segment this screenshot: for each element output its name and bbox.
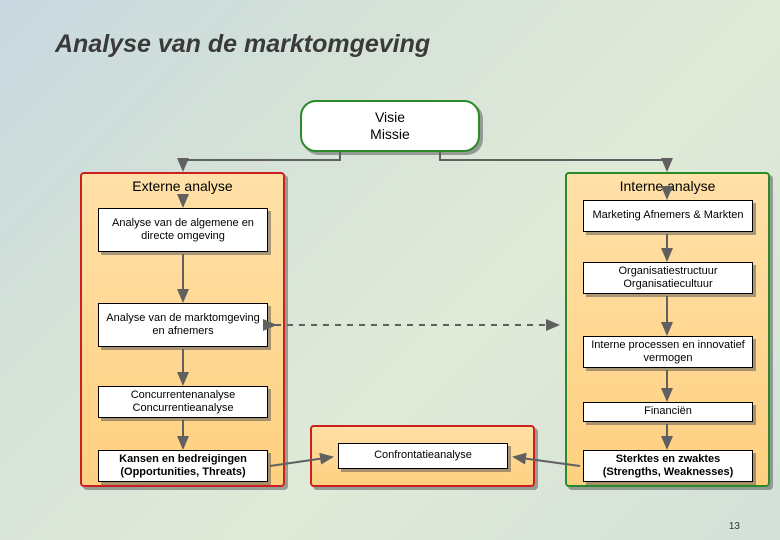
int-box-1: Marketing Afnemers & Markten	[583, 200, 753, 232]
confront-box: Confrontatieanalyse	[338, 443, 508, 469]
int-box-5: Sterktes en zwaktes (Strengths, Weakness…	[583, 450, 753, 482]
page-number: 13	[729, 521, 740, 532]
internal-header: Interne analyse	[567, 178, 768, 194]
slide-title: Analyse van de marktomgeving	[55, 30, 725, 59]
ext-box-1: Analyse van de algemene en directe omgev…	[98, 208, 268, 252]
vision-mission-box: Visie Missie	[300, 100, 480, 152]
ext-box-4: Kansen en bedreigingen (Opportunities, T…	[98, 450, 268, 482]
external-header: Externe analyse	[82, 178, 283, 194]
int-box-4: Financiën	[583, 402, 753, 422]
vision-line2: Missie	[370, 126, 410, 143]
ext-box-2: Analyse van de marktomgeving en afnemers	[98, 303, 268, 347]
slide: Analyse van de marktomgeving Visie Missi…	[0, 0, 780, 540]
int-box-3: Interne processen en innovatief vermogen	[583, 336, 753, 368]
ext-box-3: Concurrentenanalyse Concurrentieanalyse	[98, 386, 268, 418]
int-box-2: Organisatiestructuur Organisatiecultuur	[583, 262, 753, 294]
vision-line1: Visie	[375, 109, 405, 126]
